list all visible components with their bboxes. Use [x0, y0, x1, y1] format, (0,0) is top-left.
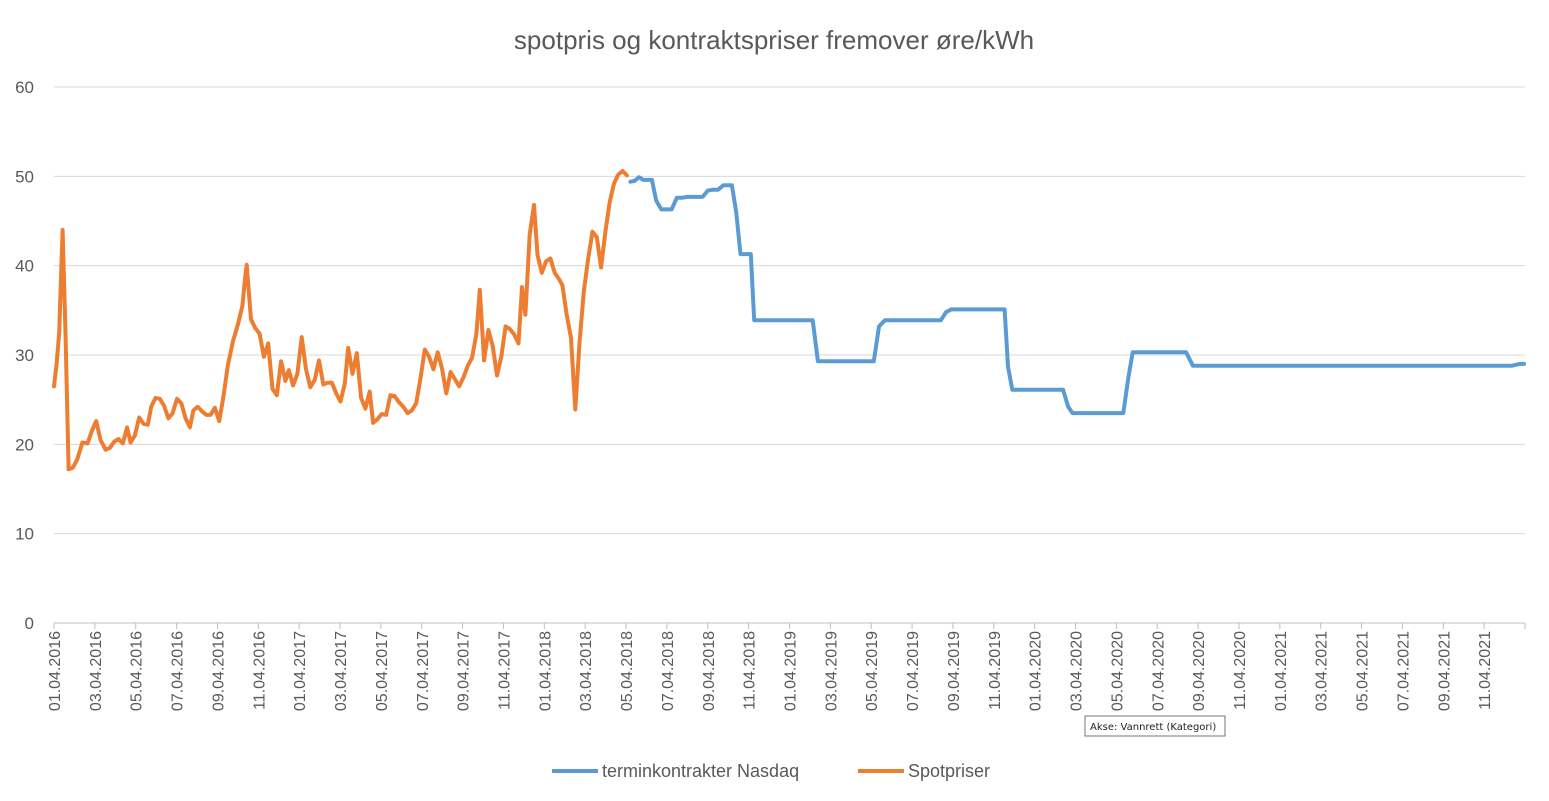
y-tick-label: 30 — [15, 346, 34, 365]
x-tick-label: 11.04.2016 — [251, 631, 268, 710]
x-tick-label: 03.04.2020 — [1069, 631, 1086, 711]
chart-title: spotpris og kontraktspriser fremover øre… — [514, 25, 1034, 55]
x-tick-label: 11.04.2017 — [496, 631, 513, 710]
x-tick-label: 01.04.2020 — [1028, 631, 1045, 711]
x-tick-label: 05.04.2016 — [129, 631, 146, 711]
x-tick-label: 03.04.2016 — [88, 631, 105, 711]
x-tick-label: 01.04.2021 — [1273, 631, 1290, 711]
x-axis[interactable]: 01.04.2016 03.04.2016 05.04.2016 07.04.2016… — [47, 622, 1526, 711]
x-tick-label: 01.04.2016 — [47, 631, 64, 711]
series-lines — [52, 169, 1527, 472]
x-tick-label: 01.04.2019 — [783, 631, 800, 711]
y-tick-label: 60 — [15, 78, 34, 97]
x-tick-label: 03.04.2017 — [333, 631, 350, 711]
x-tick-label: 05.04.2018 — [619, 631, 636, 711]
x-tick-label: 09.04.2020 — [1191, 631, 1208, 711]
x-tick-label: 07.04.2021 — [1395, 631, 1412, 711]
x-tick-label: 07.04.2020 — [1150, 631, 1167, 711]
x-tick-label: 03.04.2021 — [1314, 631, 1331, 711]
axis-tooltip: Akse: Vannrett (Kategori) — [1084, 715, 1226, 737]
x-tick-label: 11.04.2018 — [742, 631, 759, 710]
tooltip-box — [1084, 715, 1226, 737]
y-tick-label: 0 — [25, 614, 34, 633]
x-tick-label: 05.04.2020 — [1109, 631, 1126, 711]
legend-label-terminkontrakter: terminkontrakter Nasdaq — [602, 761, 799, 781]
x-tick-label: 05.04.2019 — [864, 631, 881, 711]
x-tick-label: 05.04.2017 — [374, 631, 391, 711]
x-tick-label: 09.04.2019 — [946, 631, 963, 711]
y-tick-label: 10 — [15, 525, 34, 544]
legend-label-spotpriser: Spotpriser — [908, 761, 990, 781]
gridlines — [54, 86, 1525, 624]
x-tick-label: 09.04.2021 — [1436, 631, 1453, 711]
x-tick-label: 03.04.2018 — [578, 631, 595, 711]
x-tick-label: 09.04.2017 — [456, 631, 473, 711]
x-tick-label: 09.04.2016 — [210, 631, 227, 711]
x-tick-label: 07.04.2018 — [660, 631, 677, 711]
y-tick-label: 40 — [15, 257, 34, 276]
x-tick-label: 09.04.2018 — [701, 631, 718, 711]
x-tick-label: 11.04.2021 — [1477, 631, 1494, 710]
x-tick-label: 11.04.2020 — [1232, 631, 1249, 710]
x-tick-label: 01.04.2017 — [292, 631, 309, 711]
x-tick-label: 07.04.2016 — [170, 631, 187, 711]
x-tick-label: 07.04.2017 — [415, 631, 432, 711]
y-tick-label: 50 — [15, 167, 34, 186]
y-axis-ticks: 0 10 20 30 40 50 60 — [15, 78, 34, 633]
series-line-terminkontrakter[interactable] — [628, 175, 1527, 416]
series-line-spotpriser[interactable] — [52, 169, 629, 472]
tooltip-text: Akse: Vannrett (Kategori) — [1090, 722, 1216, 733]
x-tick-label: 07.04.2019 — [905, 631, 922, 711]
x-tick-label: 05.04.2021 — [1355, 631, 1372, 711]
legend[interactable]: terminkontrakter Nasdaq Spotpriser — [552, 761, 990, 781]
y-tick-label: 20 — [15, 435, 34, 454]
x-tick-label: 03.04.2019 — [823, 631, 840, 711]
x-tick-label: 11.04.2019 — [987, 631, 1004, 710]
x-tick-label: 01.04.2018 — [537, 631, 554, 711]
